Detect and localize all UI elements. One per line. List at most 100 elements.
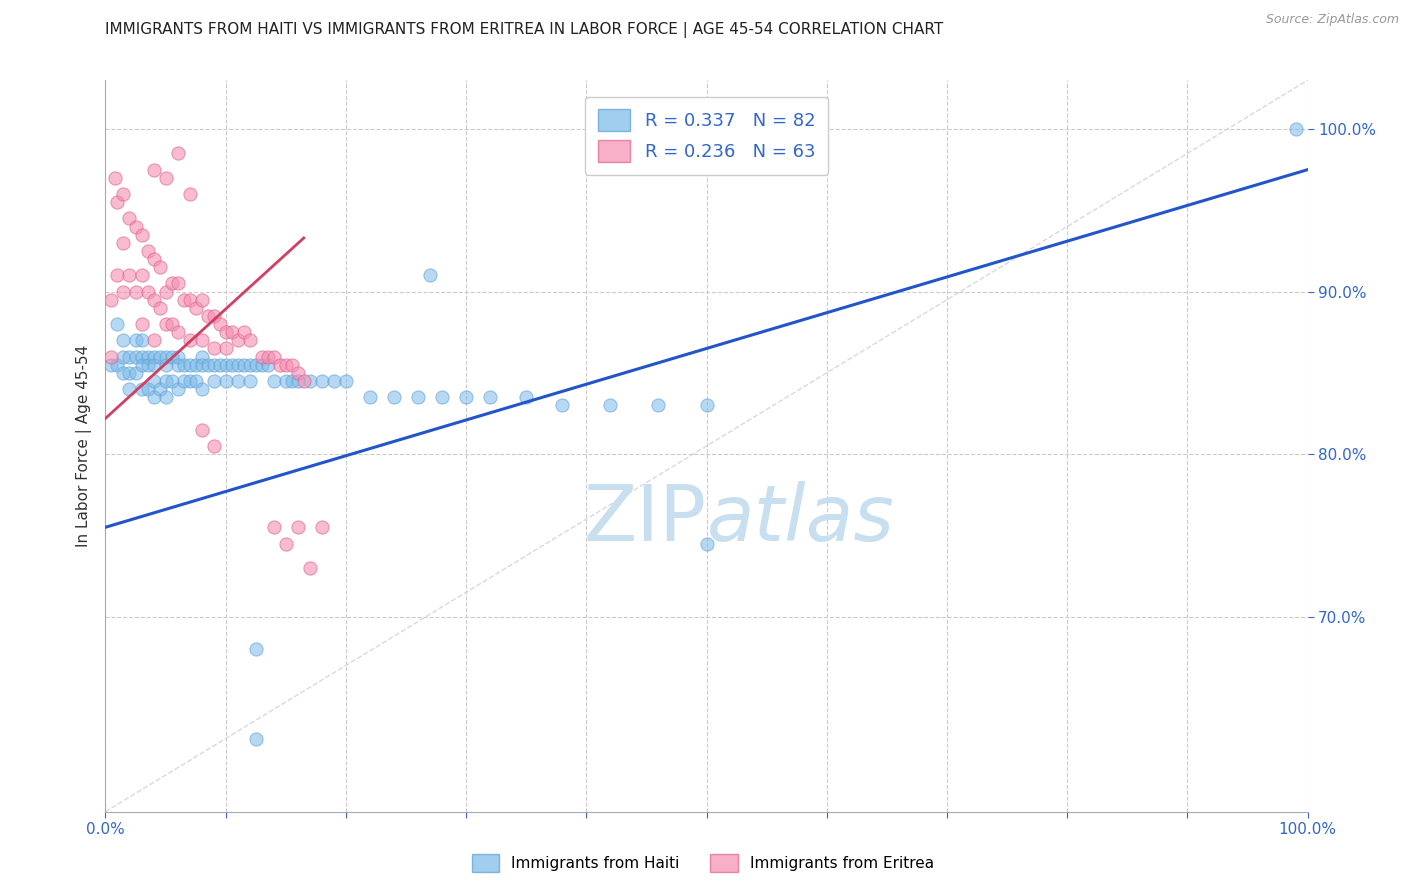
Point <box>696 536 718 550</box>
Point <box>311 520 333 534</box>
Point <box>107 358 129 372</box>
Point <box>515 390 537 404</box>
Point <box>112 350 135 364</box>
Point <box>479 390 502 404</box>
Point <box>232 325 254 339</box>
Point <box>173 358 195 372</box>
Point <box>179 334 201 348</box>
Point <box>274 374 297 388</box>
Point <box>160 350 183 364</box>
Point <box>148 260 170 275</box>
Point <box>131 227 153 242</box>
Point <box>269 358 291 372</box>
Point <box>335 374 357 388</box>
Point <box>214 358 236 372</box>
Point <box>190 334 212 348</box>
Point <box>208 317 231 331</box>
Point <box>118 366 141 380</box>
Point <box>599 398 621 412</box>
Point <box>142 293 165 307</box>
Point <box>166 358 188 372</box>
Point <box>160 374 183 388</box>
Point <box>406 390 429 404</box>
Point <box>148 301 170 315</box>
Point <box>107 195 129 210</box>
Point <box>281 358 304 372</box>
Point <box>166 350 188 364</box>
Point <box>245 642 267 657</box>
Point <box>112 235 135 250</box>
Point <box>112 334 135 348</box>
Point <box>419 268 441 283</box>
Point <box>155 358 177 372</box>
Point <box>124 366 146 380</box>
Point <box>118 382 141 396</box>
Point <box>107 268 129 283</box>
Point <box>131 350 153 364</box>
Point <box>1284 122 1306 136</box>
Point <box>208 358 231 372</box>
Point <box>263 520 285 534</box>
Point <box>322 374 344 388</box>
Point <box>148 382 170 396</box>
Point <box>179 187 201 202</box>
Point <box>148 350 170 364</box>
Point <box>184 358 207 372</box>
Point <box>142 252 165 266</box>
Point <box>190 423 212 437</box>
Point <box>112 285 135 299</box>
Point <box>190 358 212 372</box>
Point <box>226 374 249 388</box>
Point <box>359 390 381 404</box>
Point <box>166 277 188 291</box>
Point <box>142 162 165 177</box>
Y-axis label: In Labor Force | Age 45-54: In Labor Force | Age 45-54 <box>76 345 91 547</box>
Point <box>124 334 146 348</box>
Point <box>250 358 273 372</box>
Point <box>142 334 165 348</box>
Point <box>263 374 285 388</box>
Point <box>430 390 453 404</box>
Point <box>124 350 146 364</box>
Point <box>104 170 127 185</box>
Point <box>124 219 146 234</box>
Point <box>232 358 254 372</box>
Point <box>287 520 309 534</box>
Point <box>136 244 159 258</box>
Point <box>263 350 285 364</box>
Point <box>202 358 225 372</box>
Point <box>202 439 225 453</box>
Point <box>131 317 153 331</box>
Point <box>155 285 177 299</box>
Point <box>190 293 212 307</box>
Point <box>155 390 177 404</box>
Point <box>173 293 195 307</box>
Point <box>118 268 141 283</box>
Point <box>112 366 135 380</box>
Point <box>131 358 153 372</box>
Point <box>155 317 177 331</box>
Point <box>136 285 159 299</box>
Point <box>281 374 304 388</box>
Point <box>202 374 225 388</box>
Point <box>245 731 267 746</box>
Text: ZIP: ZIP <box>583 481 707 558</box>
Point <box>221 325 243 339</box>
Point <box>131 334 153 348</box>
Point <box>155 350 177 364</box>
Point <box>142 374 165 388</box>
Point <box>226 334 249 348</box>
Point <box>112 187 135 202</box>
Point <box>124 285 146 299</box>
Point <box>160 277 183 291</box>
Point <box>131 382 153 396</box>
Point <box>166 382 188 396</box>
Point <box>202 342 225 356</box>
Point <box>179 374 201 388</box>
Point <box>311 374 333 388</box>
Point <box>166 146 188 161</box>
Point <box>454 390 477 404</box>
Text: IMMIGRANTS FROM HAITI VS IMMIGRANTS FROM ERITREA IN LABOR FORCE | AGE 45-54 CORR: IMMIGRANTS FROM HAITI VS IMMIGRANTS FROM… <box>105 22 943 38</box>
Text: atlas: atlas <box>707 481 894 558</box>
Point <box>100 350 122 364</box>
